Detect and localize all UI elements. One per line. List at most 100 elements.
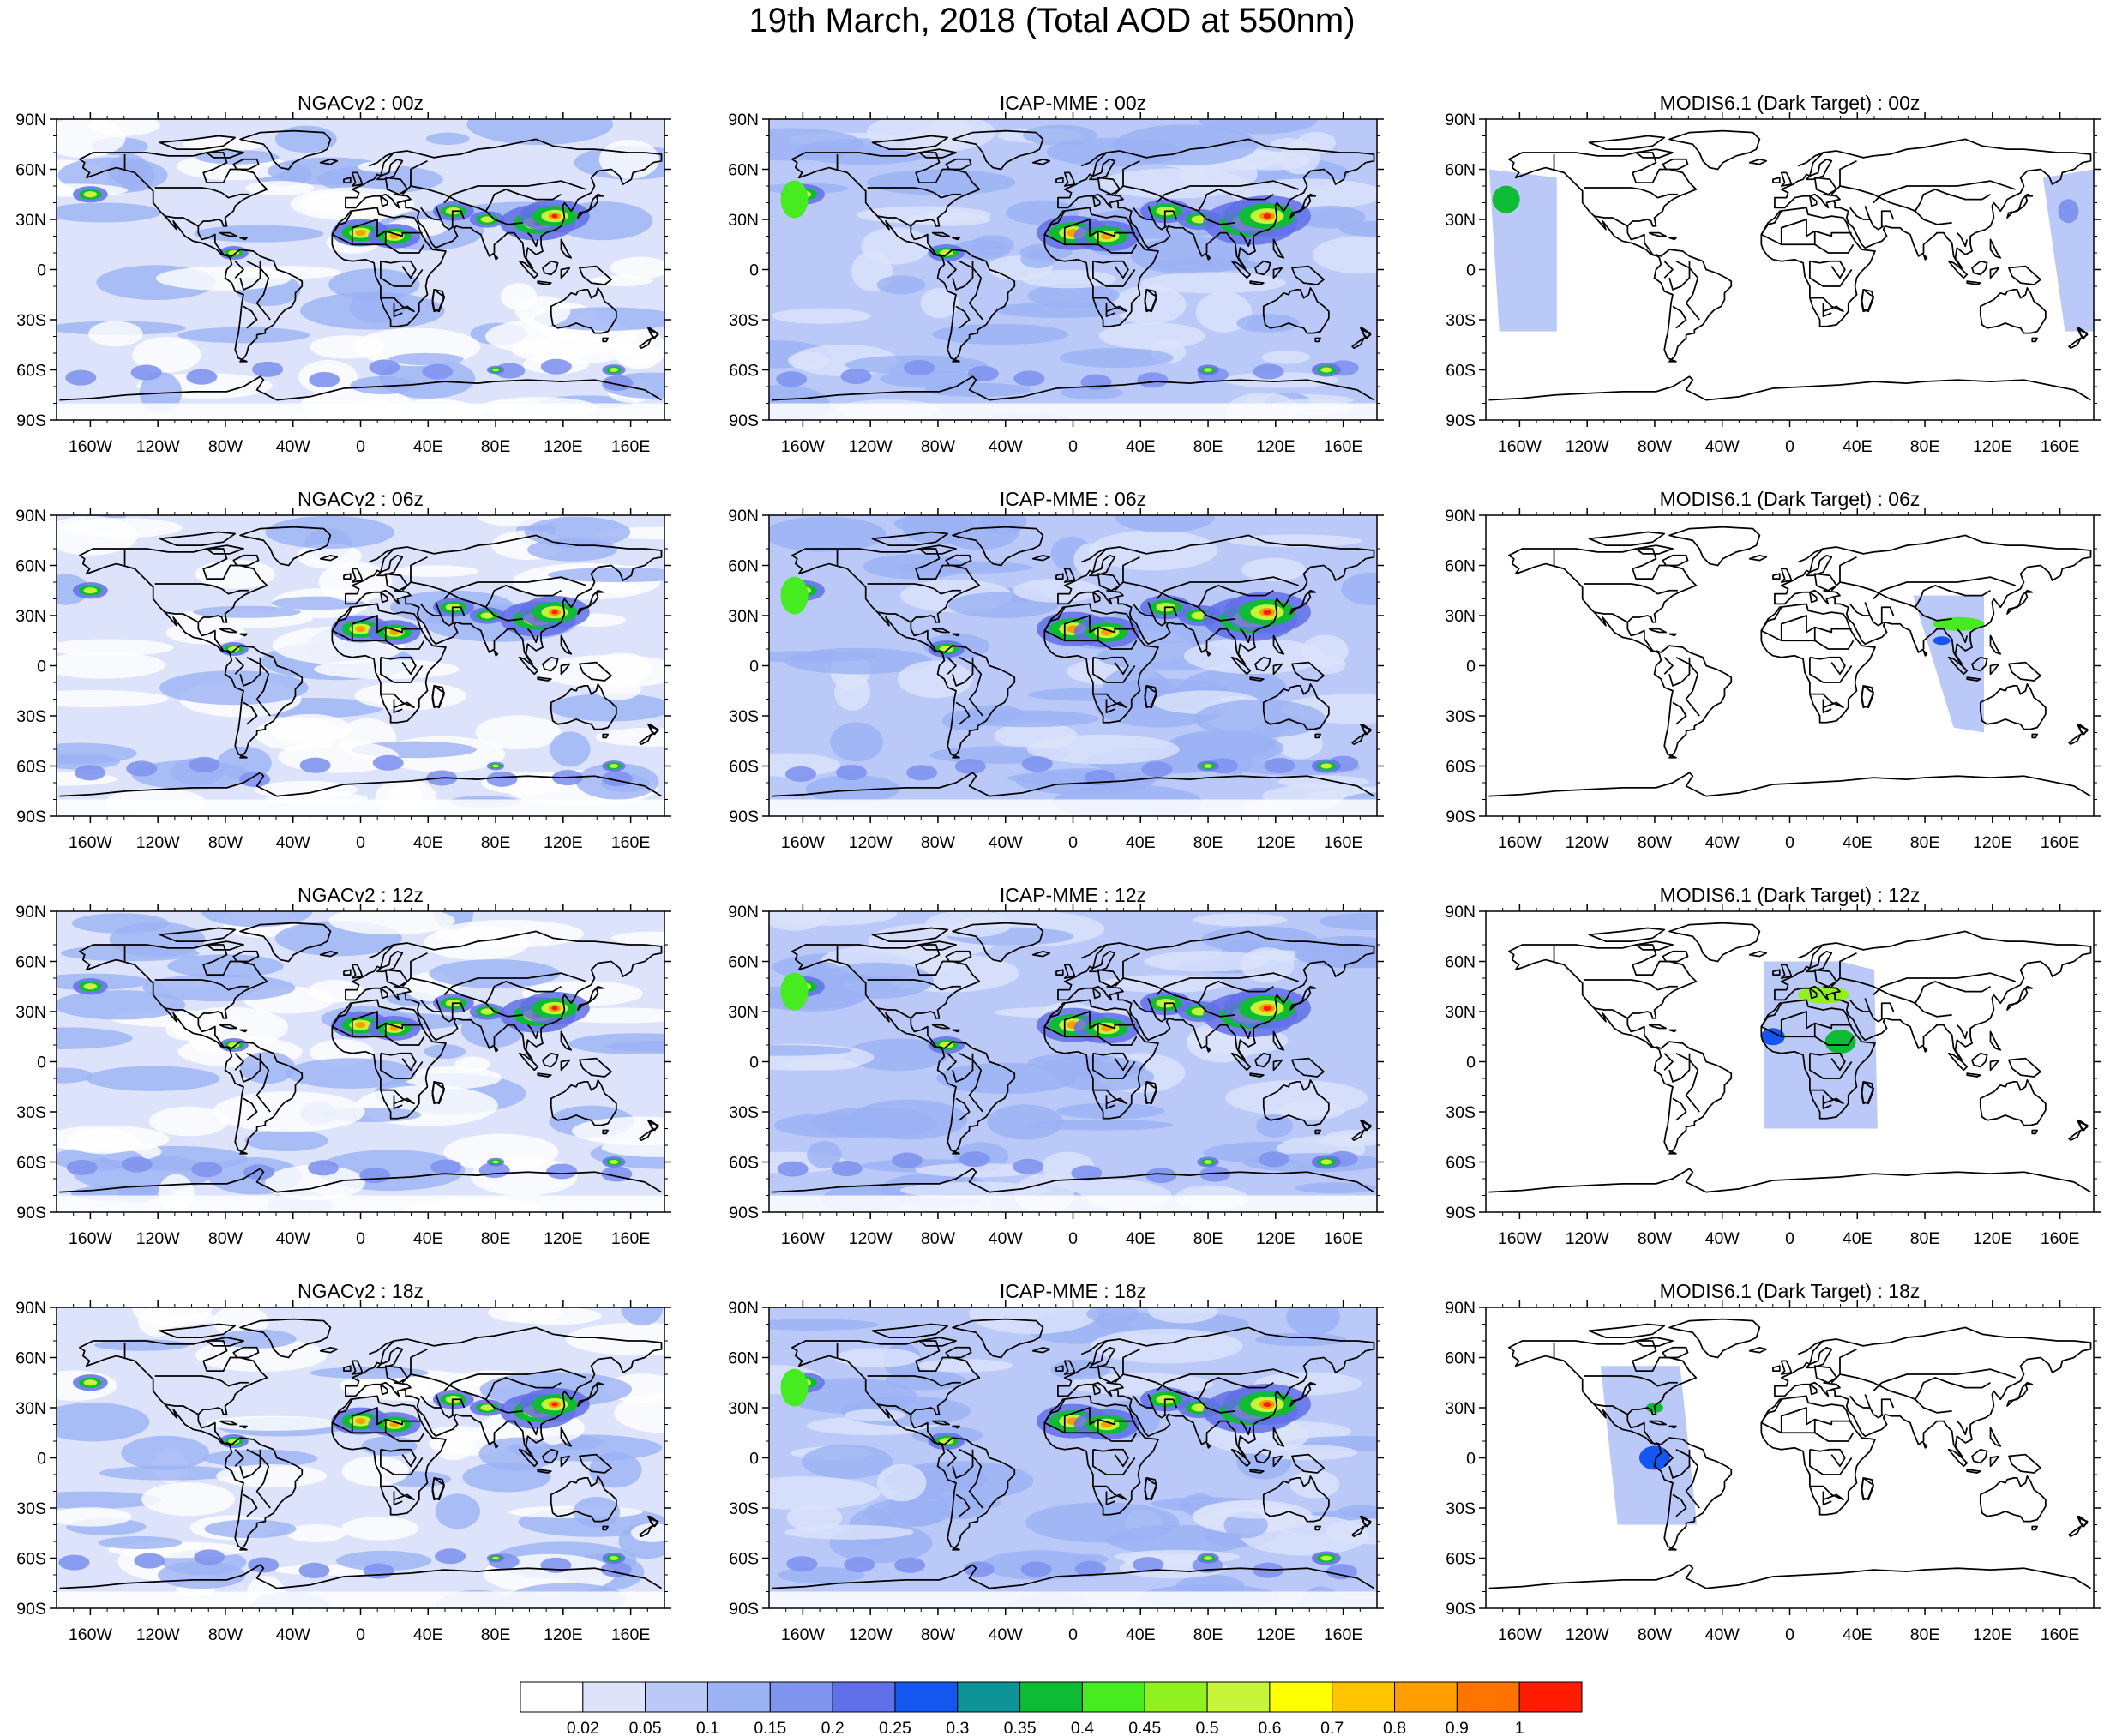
colorbar-swatch: [520, 1681, 584, 1713]
panel-title: NGACv2 : 00z: [298, 92, 424, 114]
lon-tick-label: 160W: [781, 833, 826, 852]
lon-tick-label: 80E: [1193, 437, 1223, 456]
lon-tick-label: 120W: [1566, 833, 1610, 852]
colorbar-swatch: [957, 1681, 1021, 1713]
colorbar-swatch: [1144, 1681, 1208, 1713]
lon-tick-label: 80E: [1910, 1625, 1940, 1644]
lon-tick-label: 160E: [611, 1229, 651, 1248]
lat-tick-label: 60N: [15, 161, 46, 180]
lon-tick-label: 120W: [136, 1229, 181, 1248]
lon-tick-label: 120E: [544, 833, 583, 852]
lat-tick-label: 60S: [16, 758, 46, 777]
colorbar-swatch: [1269, 1681, 1333, 1713]
lon-tick-label: 120W: [136, 1625, 181, 1644]
colorbar-swatch: [1081, 1681, 1145, 1713]
lat-tick-label: 90N: [728, 1299, 759, 1318]
lon-tick-label: 80W: [921, 833, 956, 852]
colorbar-label: 0.2: [821, 1719, 845, 1736]
lat-tick-label: 0: [1466, 658, 1476, 676]
colorbar-swatch: [1206, 1681, 1271, 1713]
lat-tick-label: 60S: [1446, 362, 1476, 381]
lat-tick-label: 0: [37, 658, 46, 676]
lat-tick-label: 60N: [1445, 953, 1476, 972]
lat-tick-label: 60N: [15, 1349, 46, 1368]
colorbar-swatch: [582, 1681, 646, 1713]
lat-tick-label: 30S: [729, 707, 759, 726]
lat-tick-label: 60S: [16, 1154, 46, 1173]
lon-tick-label: 120E: [1256, 437, 1295, 456]
lon-tick-label: 120E: [1973, 833, 2012, 852]
lon-tick-label: 80E: [481, 437, 511, 456]
lon-tick-label: 40E: [1126, 1229, 1156, 1248]
lat-tick-label: 0: [749, 658, 759, 676]
lon-tick-label: 80E: [1193, 1229, 1223, 1248]
lon-tick-label: 160E: [2041, 833, 2080, 852]
lat-tick-label: 90S: [1446, 808, 1476, 826]
lon-tick-label: 80E: [481, 1229, 511, 1248]
aod-field: [769, 1307, 1377, 1608]
colorbar-label: 0.6: [1258, 1719, 1281, 1736]
lat-tick-label: 60N: [728, 161, 759, 180]
lon-tick-label: 120W: [136, 437, 181, 456]
panel-title: MODIS6.1 (Dark Target) : 12z: [1660, 884, 1921, 906]
lon-tick-label: 120E: [544, 1229, 583, 1248]
panel-title: NGACv2 : 12z: [298, 884, 424, 906]
lat-tick-label: 30S: [1446, 707, 1476, 726]
lat-tick-label: 60S: [729, 758, 759, 777]
lat-tick-label: 60N: [1445, 557, 1476, 576]
lon-tick-label: 40W: [276, 1625, 311, 1644]
lon-tick-label: 120W: [849, 437, 893, 456]
lon-tick-label: 120E: [1256, 1625, 1295, 1644]
lat-tick-label: 60N: [15, 557, 46, 576]
lat-tick-label: 30S: [16, 707, 46, 726]
lon-tick-label: 160W: [69, 437, 113, 456]
lat-tick-label: 90N: [15, 903, 46, 922]
lon-tick-label: 160E: [1324, 1229, 1363, 1248]
lat-tick-label: 30N: [728, 607, 759, 626]
map-panel: MODIS6.1 (Dark Target) : 06z 90N 60N 30N 0 30…: [1445, 488, 2101, 852]
lat-tick-label: 30S: [16, 1499, 46, 1518]
colorbar-swatch: [1456, 1681, 1520, 1713]
aod-field: [769, 515, 1377, 816]
lat-tick-label: 30S: [1446, 311, 1476, 330]
lon-tick-label: 80W: [208, 1625, 243, 1644]
colorbar-label: 0.8: [1383, 1719, 1406, 1736]
lat-tick-label: 30N: [1445, 1399, 1476, 1418]
lon-tick-label: 40W: [1705, 1625, 1740, 1644]
lat-tick-label: 0: [749, 261, 759, 280]
lat-tick-label: 60N: [728, 953, 759, 972]
lon-tick-label: 0: [1785, 833, 1794, 852]
lat-tick-label: 30N: [15, 1003, 46, 1022]
lon-tick-label: 80E: [481, 1625, 511, 1644]
lat-tick-label: 90N: [728, 111, 759, 129]
map-panel: NGACv2 : 18z 90N 60N 30N 0 30S 60S 90S 160W 120W 8…: [15, 1280, 671, 1644]
lat-tick-label: 30S: [729, 311, 759, 330]
lon-tick-label: 160W: [1498, 1229, 1542, 1248]
lat-tick-label: 90N: [1445, 507, 1476, 526]
lon-tick-label: 80W: [921, 437, 956, 456]
lat-tick-label: 60N: [728, 1349, 759, 1368]
colorbar-swatch: [894, 1681, 959, 1713]
map-panel: NGACv2 : 06z 90N 60N 30N 0 30S 60S 90S 160W 120W 8…: [15, 488, 671, 852]
lon-tick-label: 80E: [481, 833, 511, 852]
colorbar-label: 1: [1515, 1719, 1524, 1736]
lat-tick-label: 90S: [1446, 1204, 1476, 1222]
lon-tick-label: 120E: [1973, 1229, 2012, 1248]
lon-tick-label: 40E: [413, 1229, 443, 1248]
aod-field: [1486, 515, 2094, 816]
lon-tick-label: 40W: [1705, 1229, 1740, 1248]
lon-tick-label: 0: [1068, 437, 1078, 456]
lon-tick-label: 120E: [1973, 1625, 2012, 1644]
lat-tick-label: 90S: [729, 411, 759, 430]
colorbar-label: 0.7: [1320, 1719, 1344, 1736]
lon-tick-label: 80W: [1638, 1229, 1673, 1248]
lat-tick-label: 60S: [729, 1550, 759, 1569]
map-panel: MODIS6.1 (Dark Target) : 12z 90N 60N 30N 0 30…: [1445, 884, 2101, 1248]
lat-tick-label: 30N: [728, 1399, 759, 1418]
panel-title: MODIS6.1 (Dark Target) : 06z: [1660, 488, 1921, 510]
colorbar: 0.02 0.05 0.1 0.15 0.2 0.25 0.3 0.35 0.4 0.45 0.5 0…: [520, 1681, 1583, 1736]
lat-tick-label: 30N: [1445, 211, 1476, 230]
lat-tick-label: 60S: [729, 1154, 759, 1173]
lat-tick-label: 90S: [1446, 411, 1476, 430]
lat-tick-label: 90N: [728, 903, 759, 922]
